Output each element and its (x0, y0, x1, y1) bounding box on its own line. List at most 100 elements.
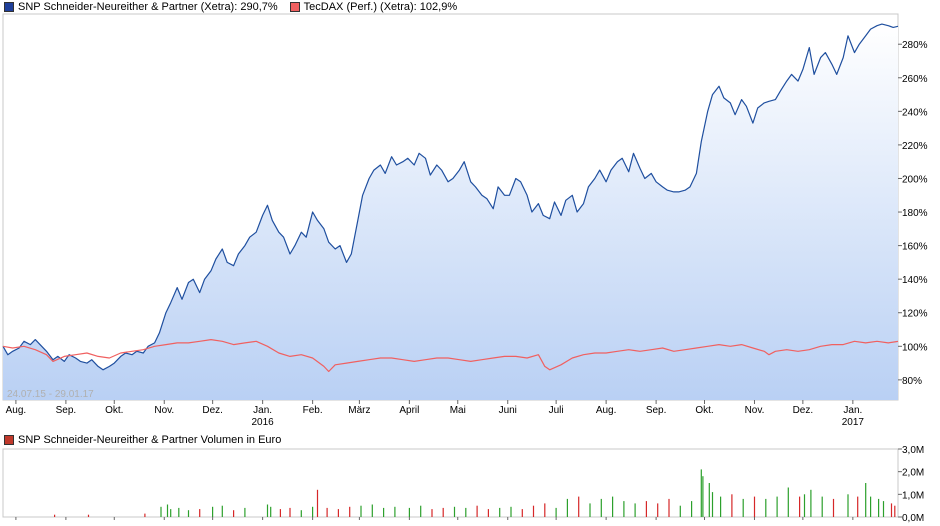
x-tick-label: Juni (499, 405, 517, 416)
volume-bar (312, 506, 314, 517)
legend-swatch-tecdax (289, 2, 300, 12)
volume-bar (555, 507, 557, 517)
volume-bar (360, 505, 362, 517)
volume-bar (894, 505, 896, 517)
price-chart: 80% 100% 120% 140% 160% 180% 200% 220% 240% 260% 2… (2, 13, 928, 428)
volume-bar (787, 487, 789, 517)
volume-bar (821, 496, 823, 517)
x-tick-label: März (348, 405, 370, 416)
volume-bar (600, 498, 602, 517)
volume-bar (326, 507, 328, 517)
volume-bar (521, 509, 523, 517)
volume-bar (266, 504, 269, 517)
volume-bar (847, 494, 849, 517)
volume-y-tick-label: 2,0M (902, 468, 924, 479)
volume-bar (799, 496, 801, 517)
x-tick-label: April (399, 405, 419, 416)
series-line-tecdax (2, 339, 899, 373)
x-tick-label: Jan. (843, 405, 862, 416)
volume-bar (623, 501, 625, 517)
volume-bar (544, 503, 546, 517)
volume-bar (765, 498, 767, 517)
y-tick-label: 280% (902, 40, 928, 51)
volume-bar (532, 505, 535, 517)
volume-bar (720, 496, 722, 517)
volume-bar (349, 506, 351, 517)
x-tick-label: Nov. (154, 405, 174, 416)
volume-bar (420, 505, 422, 517)
legend-label-snp: SNP Schneider-Neureither & Partner (Xetr… (18, 1, 278, 13)
volume-bar (87, 514, 90, 517)
legend-item-volume: SNP Schneider-Neureither & Partner Volum… (4, 434, 281, 446)
legend-swatch-snp (4, 2, 14, 12)
x-tick-label: Okt. (695, 405, 713, 416)
series-area-snp (3, 24, 898, 400)
y-tick-label: 160% (902, 242, 928, 253)
y-tick-label: 180% (902, 208, 928, 219)
volume-bar (700, 469, 702, 517)
volume-bar (408, 507, 410, 517)
volume-bar (337, 509, 339, 517)
volume-bar (832, 498, 835, 517)
x-tick-label: Nov. (745, 405, 765, 416)
volume-bar (166, 504, 169, 517)
y-tick-label: 260% (902, 74, 928, 85)
volume-bar (212, 506, 214, 517)
x-tick-label: Sep. (56, 405, 77, 416)
volume-bar (645, 501, 647, 517)
y-tick-label: 100% (902, 342, 928, 353)
volume-bar (857, 496, 859, 517)
x-tick-label: Aug. (596, 405, 617, 416)
volume-bar (878, 498, 880, 517)
volume-bar (510, 506, 512, 517)
x-tick-label: Jan. (253, 405, 272, 416)
volume-bar (742, 498, 744, 517)
volume-bar (499, 507, 501, 517)
x-tick-label: Dez. (202, 405, 223, 416)
volume-bar (731, 494, 733, 517)
volume-bar (316, 489, 319, 517)
volume-bar (187, 510, 190, 517)
volume-bar (233, 510, 235, 517)
volume-bar (279, 509, 281, 517)
legend-item-tecdax: TecDAX (Perf.) (Xetra): 102,9% (289, 1, 457, 13)
x-tick-label: Feb. (303, 405, 323, 416)
x-tick-label: Okt. (105, 405, 123, 416)
x-tick-year-label: 2016 (252, 417, 275, 428)
legend-item-snp: SNP Schneider-Neureither & Partner (Xetr… (4, 1, 278, 13)
x-tick-year-label: 2017 (842, 417, 865, 428)
volume-chart: 0,0M 1,0M 2,0M 3,0M (2, 445, 924, 524)
volume-plot-frame (2, 448, 899, 518)
volume-bar (394, 506, 396, 517)
volume-bar (890, 503, 893, 517)
volume-bar (160, 506, 162, 517)
volume-bar (487, 509, 489, 517)
volume-bar (244, 507, 246, 517)
volume-bar (679, 505, 681, 517)
volume-bar (144, 513, 146, 517)
volume-bar (776, 496, 778, 517)
volume-bar (882, 501, 885, 517)
volume-legend: SNP Schneider-Neureither & Partner Volum… (4, 434, 293, 446)
volume-bar (54, 514, 56, 517)
volume-bar (668, 498, 670, 517)
x-tick-label: Aug. (6, 405, 27, 416)
x-tick-label: Dez. (793, 405, 814, 416)
y-tick-label: 80% (902, 376, 922, 387)
volume-bar (612, 496, 614, 517)
y-tick-label: 140% (902, 275, 928, 286)
series-line-snp (2, 23, 899, 371)
date-range-label: 24.07.15 - 29.01.17 (7, 389, 94, 400)
volume-bar (566, 498, 568, 517)
volume-bar (270, 506, 272, 517)
volume-bar (476, 505, 478, 517)
volume-bar (753, 496, 756, 517)
volume-bar (803, 494, 806, 517)
volume-bar (289, 507, 291, 517)
volume-bar (870, 496, 872, 517)
volume-bar (199, 509, 201, 517)
volume-bar (691, 501, 693, 517)
volume-bar (300, 510, 302, 517)
legend-label-volume: SNP Schneider-Neureither & Partner Volum… (18, 434, 282, 446)
